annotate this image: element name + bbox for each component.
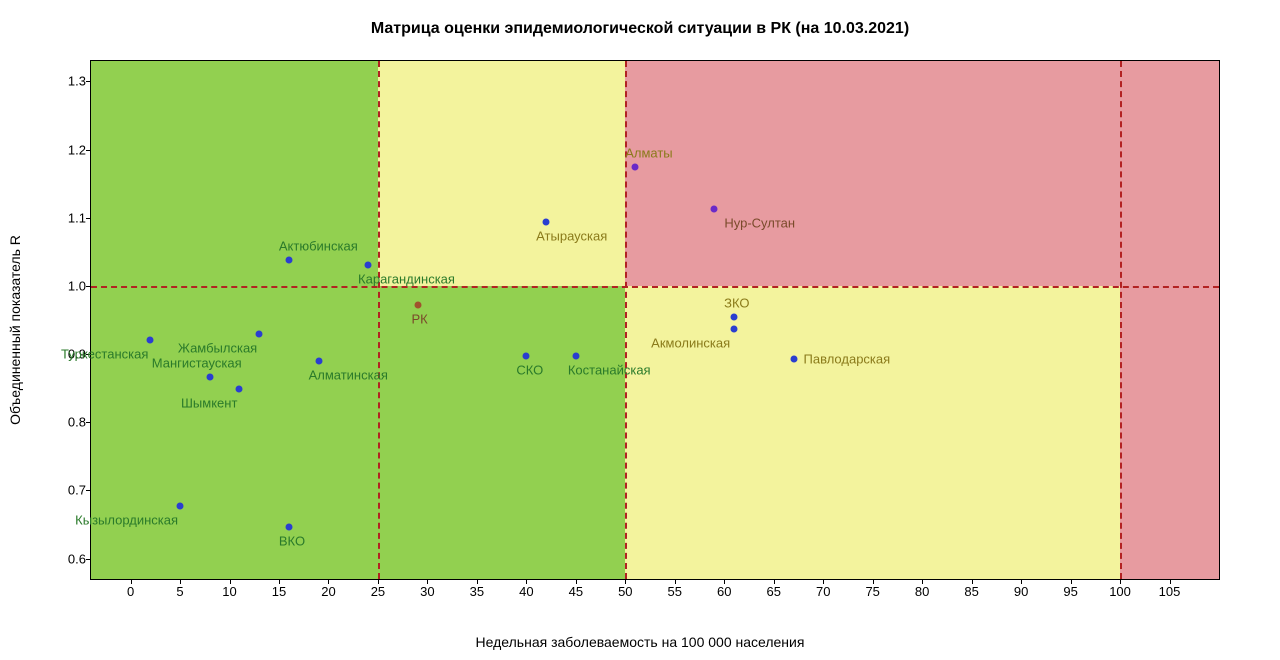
data-point: [236, 385, 243, 392]
y-tick-mark: [86, 286, 91, 287]
chart-title: Матрица оценки эпидемиологической ситуац…: [0, 20, 1280, 38]
data-point: [711, 205, 718, 212]
data-point-label: Шымкент: [181, 395, 237, 410]
data-point-label: Акмолинская: [651, 335, 730, 350]
x-tick-label: 100: [1109, 584, 1131, 599]
x-tick-label: 5: [176, 584, 183, 599]
data-point-label: Нур-Султан: [724, 215, 795, 230]
data-point: [285, 257, 292, 264]
x-tick-label: 0: [127, 584, 134, 599]
x-tick-label: 10: [222, 584, 236, 599]
data-point-label: Мангистауская: [152, 355, 242, 370]
threshold-vline: [1120, 61, 1122, 579]
data-point-label: Туркестанская: [61, 347, 148, 362]
zone-rect: [1120, 286, 1219, 579]
x-tick-label: 85: [964, 584, 978, 599]
data-point-label: Павлодарская: [804, 351, 891, 366]
y-tick-mark: [86, 81, 91, 82]
data-point: [206, 373, 213, 380]
y-axis-label: Объединенный показатель R: [7, 235, 23, 425]
y-tick-label: 1.2: [56, 142, 86, 157]
x-tick-label: 25: [371, 584, 385, 599]
data-point: [315, 357, 322, 364]
x-axis-label: Недельная заболеваемость на 100 000 насе…: [0, 634, 1280, 650]
data-point: [731, 325, 738, 332]
data-point-label: ВКО: [279, 533, 305, 548]
x-tick-label: 95: [1063, 584, 1077, 599]
threshold-hline: [91, 286, 1219, 288]
data-point-label: Жамбылская: [178, 341, 257, 356]
threshold-vline: [625, 61, 627, 579]
y-tick-mark: [86, 559, 91, 560]
data-point: [572, 353, 579, 360]
data-point-label: СКО: [516, 363, 543, 378]
data-point: [632, 163, 639, 170]
x-tick-label: 70: [816, 584, 830, 599]
x-tick-label: 90: [1014, 584, 1028, 599]
chart-container: Матрица оценки эпидемиологической ситуац…: [0, 0, 1280, 660]
data-point: [285, 523, 292, 530]
x-tick-label: 30: [420, 584, 434, 599]
data-point: [177, 503, 184, 510]
y-tick-label: 0.6: [56, 551, 86, 566]
zone-rect: [625, 286, 1120, 579]
data-point: [365, 262, 372, 269]
data-point: [790, 355, 797, 362]
plot-area: 0510152025303540455055606570758085909510…: [90, 60, 1220, 580]
data-point: [414, 302, 421, 309]
data-point: [731, 313, 738, 320]
x-tick-label: 60: [717, 584, 731, 599]
x-tick-label: 80: [915, 584, 929, 599]
x-tick-label: 15: [272, 584, 286, 599]
y-tick-mark: [86, 150, 91, 151]
data-point: [256, 331, 263, 338]
data-point-label: Кызылординская: [75, 513, 178, 528]
y-tick-label: 1.1: [56, 210, 86, 225]
data-point: [523, 353, 530, 360]
data-point-label: Атырауская: [536, 228, 607, 243]
data-point-label: ЗКО: [724, 295, 749, 310]
x-tick-label: 50: [618, 584, 632, 599]
zone-rect: [91, 286, 625, 579]
y-tick-mark: [86, 422, 91, 423]
data-point-label: Алматы: [625, 145, 672, 160]
y-tick-label: 0.7: [56, 483, 86, 498]
threshold-vline: [378, 61, 380, 579]
data-point-label: Актюбинская: [279, 239, 358, 254]
x-tick-label: 35: [470, 584, 484, 599]
data-point: [543, 218, 550, 225]
y-tick-mark: [86, 490, 91, 491]
zone-rect: [378, 61, 625, 286]
y-tick-label: 1.3: [56, 74, 86, 89]
x-tick-label: 20: [321, 584, 335, 599]
x-tick-label: 75: [865, 584, 879, 599]
y-tick-label: 1.0: [56, 278, 86, 293]
x-tick-label: 105: [1159, 584, 1181, 599]
data-point-label: Костанайская: [568, 363, 651, 378]
x-tick-label: 45: [569, 584, 583, 599]
data-point: [147, 337, 154, 344]
data-point-label: Алматинская: [309, 367, 388, 382]
data-point-label: РК: [412, 312, 428, 327]
x-tick-label: 55: [668, 584, 682, 599]
data-point-label: Карагандинская: [358, 272, 455, 287]
y-tick-label: 0.8: [56, 415, 86, 430]
x-tick-label: 65: [767, 584, 781, 599]
y-tick-mark: [86, 218, 91, 219]
x-tick-label: 40: [519, 584, 533, 599]
zone-rect: [625, 61, 1219, 286]
